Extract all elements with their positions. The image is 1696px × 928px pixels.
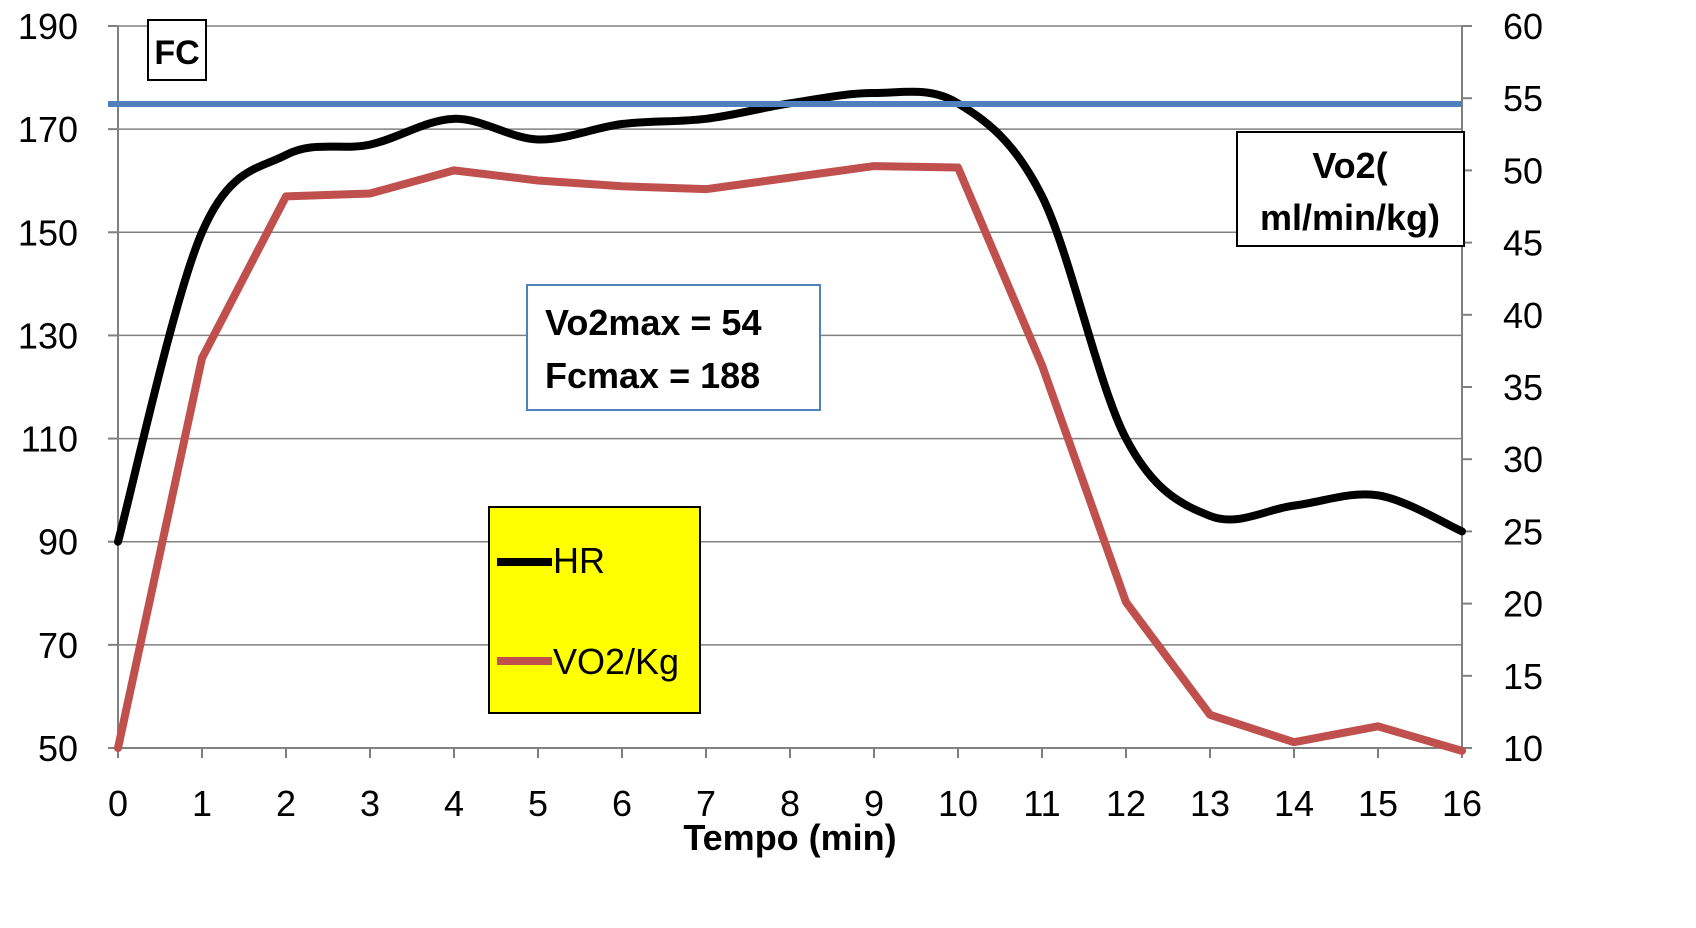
right-axis-label-box [1236, 131, 1465, 247]
x-tick-label: 8 [780, 783, 800, 824]
x-tick-label: 16 [1442, 783, 1482, 824]
left-tick-label: 170 [18, 109, 78, 150]
right-tick-label: 45 [1503, 223, 1543, 264]
left-tick-label: 110 [21, 419, 78, 460]
right-tick-label: 55 [1503, 78, 1543, 119]
right-tick-label: 30 [1503, 439, 1543, 480]
annotation-fcmax: Fcmax = 188 [545, 355, 760, 396]
x-tick-label: 3 [360, 783, 380, 824]
annotation-vo2max: Vo2max = 54 [545, 302, 761, 343]
x-tick-label: 12 [1106, 783, 1146, 824]
right-axis-label-line2: ml/min/kg) [1260, 197, 1440, 238]
x-tick-label: 14 [1274, 783, 1314, 824]
left-tick-label: 130 [18, 315, 78, 356]
right-tick-label: 35 [1503, 367, 1543, 408]
x-tick-label: 4 [444, 783, 464, 824]
left-tick-label: 70 [38, 625, 78, 666]
x-tick-label: 15 [1358, 783, 1398, 824]
x-tick-label: 9 [864, 783, 884, 824]
left-axis-label-box [147, 19, 207, 81]
left-axis-ticks: 50 70 90 110 130 150 170 190 [18, 6, 118, 769]
right-axis-ticks: 10 15 20 25 30 35 40 45 50 55 60 [1462, 6, 1543, 769]
left-tick-label: 50 [38, 728, 78, 769]
right-axis-label-line1: Vo2( [1312, 145, 1387, 186]
right-tick-label: 25 [1503, 511, 1543, 552]
x-tick-label: 2 [276, 783, 296, 824]
x-tick-label: 1 [192, 783, 212, 824]
right-tick-label: 20 [1503, 584, 1543, 625]
right-tick-label: 15 [1503, 656, 1543, 697]
x-tick-label: 11 [1023, 783, 1060, 824]
series-line-vo2-kg [114, 162, 1466, 755]
right-tick-label: 40 [1503, 295, 1543, 336]
left-tick-label: 150 [18, 212, 78, 253]
x-axis-title: Tempo (min) [683, 817, 896, 858]
right-tick-label: 50 [1503, 150, 1543, 191]
x-tick-label: 7 [696, 783, 716, 824]
left-axis-label: FC [154, 34, 199, 72]
x-tick-label: 0 [108, 783, 128, 824]
x-tick-label: 6 [612, 783, 632, 824]
legend-label-hr: HR [553, 540, 605, 581]
x-tick-label: 10 [938, 783, 978, 824]
legend-label-vo2kg: VO2/Kg [553, 641, 679, 682]
right-tick-label: 10 [1503, 728, 1543, 769]
x-tick-label: 5 [528, 783, 548, 824]
left-tick-label: 90 [38, 522, 78, 563]
right-tick-label: 60 [1503, 6, 1543, 47]
left-tick-label: 190 [18, 6, 78, 47]
x-axis-ticks: 0 1 2 3 4 5 6 7 8 9 10 11 12 13 14 15 16 [108, 748, 1482, 824]
legend-box [488, 506, 701, 714]
x-tick-label: 13 [1190, 783, 1230, 824]
annotation-box [526, 284, 821, 411]
